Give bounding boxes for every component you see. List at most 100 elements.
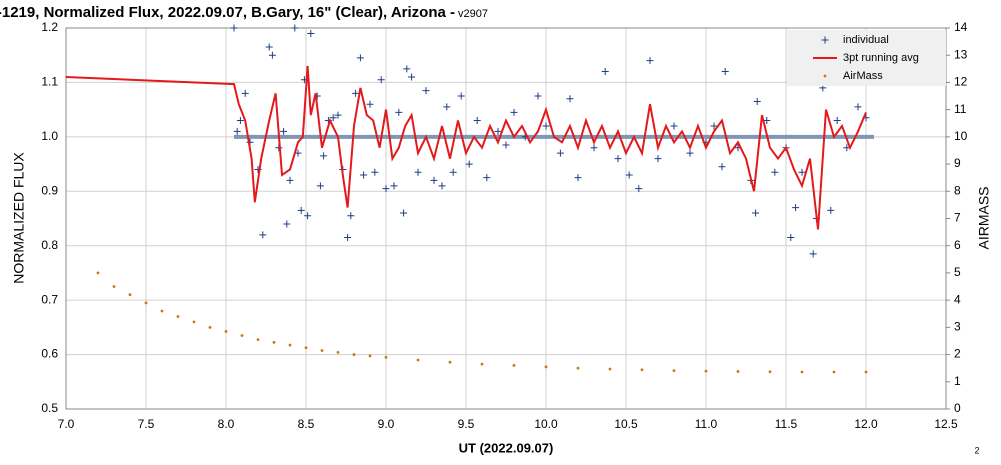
y-tick-label: 0.8 xyxy=(41,238,58,252)
x-tick-label: 12.0 xyxy=(854,417,878,431)
data-point xyxy=(494,127,502,135)
airmass-point xyxy=(416,358,420,362)
x-axis-label: UT (2022.09.07) xyxy=(459,440,554,455)
data-point xyxy=(360,171,368,179)
data-point xyxy=(752,209,760,217)
data-point xyxy=(438,182,446,190)
data-point xyxy=(241,89,249,97)
x-tick-label: 10.0 xyxy=(534,417,558,431)
data-point xyxy=(443,103,451,111)
x-tick-label: 7.5 xyxy=(138,417,155,431)
y-tick-label: 0.9 xyxy=(41,183,58,197)
data-point xyxy=(334,111,342,119)
data-point xyxy=(395,108,403,116)
data-point xyxy=(566,95,574,103)
airmass-point xyxy=(272,340,276,344)
data-point xyxy=(792,204,800,212)
legend-swatch xyxy=(821,36,829,44)
data-point xyxy=(686,149,694,157)
data-point xyxy=(646,57,654,65)
data-point xyxy=(827,206,835,214)
y-tick-label: 0.7 xyxy=(41,292,58,306)
data-point xyxy=(329,114,337,122)
data-point xyxy=(344,234,352,242)
x-tick-label: 10.5 xyxy=(614,417,638,431)
airmass-point xyxy=(768,370,772,374)
y2-tick-label: 9 xyxy=(954,156,961,170)
data-point xyxy=(625,171,633,179)
airmass-point xyxy=(576,366,580,370)
airmass-point xyxy=(128,293,132,297)
data-point xyxy=(280,127,288,135)
data-point xyxy=(371,168,379,176)
y2-tick-label: 14 xyxy=(954,20,968,34)
data-point xyxy=(590,144,598,152)
airmass-point xyxy=(192,320,196,324)
x-tick-label: 12.5 xyxy=(934,417,958,431)
y2-tick-label: 10 xyxy=(954,129,968,143)
x-tick-label: 7.0 xyxy=(58,417,75,431)
data-point xyxy=(473,117,481,125)
data-point xyxy=(718,163,726,171)
y2-axis-label: AIRMASS xyxy=(976,186,992,249)
data-point xyxy=(721,68,729,76)
data-point xyxy=(654,155,662,163)
legend-label: individual xyxy=(843,34,889,46)
plot-frame xyxy=(65,27,947,410)
data-point xyxy=(366,100,374,108)
y2-tick-label: 12 xyxy=(954,75,968,89)
data-point xyxy=(291,24,299,32)
data-point xyxy=(265,43,273,51)
airmass-point xyxy=(144,301,148,305)
airmass-point xyxy=(640,368,644,372)
airmass-point xyxy=(704,369,708,373)
legend-label: AirMass xyxy=(843,70,883,82)
y-axis-label: NORMALIZED FLUX xyxy=(11,152,27,284)
x-tick-label: 11.5 xyxy=(775,417,798,431)
data-point xyxy=(574,174,582,182)
data-point xyxy=(510,108,518,116)
data-point xyxy=(347,212,355,220)
airmass-point xyxy=(176,315,180,318)
data-point xyxy=(377,76,385,84)
y2-tick-label: 1 xyxy=(954,374,961,388)
data-point xyxy=(320,152,328,160)
y2-tick-label: 11 xyxy=(954,102,967,116)
airmass-point xyxy=(208,325,212,329)
chart-subtitle: v2907 xyxy=(458,8,488,20)
data-point xyxy=(304,212,312,220)
data-point xyxy=(465,160,473,168)
legend-label: 3pt running avg xyxy=(843,52,919,64)
airmass-point xyxy=(304,346,308,350)
data-point xyxy=(798,168,806,176)
data-point xyxy=(430,176,438,184)
x-tick-label: 9.5 xyxy=(458,417,475,431)
y2-tick-label: 0 xyxy=(954,401,961,415)
airmass-point xyxy=(224,330,228,333)
x-tick-label: 9.0 xyxy=(378,417,395,431)
x-tick-label: 8.5 xyxy=(298,417,315,431)
airmass-point xyxy=(288,343,292,347)
airmass-point xyxy=(384,355,388,359)
y2-tick-label: 3 xyxy=(954,320,961,334)
airmass-point xyxy=(480,362,484,366)
data-point xyxy=(771,168,779,176)
y2-tick-label: 7 xyxy=(954,211,961,225)
data-point xyxy=(854,103,862,111)
data-point xyxy=(382,185,390,193)
y2-tick-label: 4 xyxy=(954,292,961,306)
y2-tick-label: 2 xyxy=(954,347,961,361)
data-point xyxy=(635,185,643,193)
data-point xyxy=(422,87,430,95)
y2-tick-label: 5 xyxy=(954,265,961,279)
x-tick-label: 8.0 xyxy=(218,417,235,431)
data-point xyxy=(787,234,795,242)
data-point xyxy=(763,117,771,125)
data-point xyxy=(352,89,360,97)
data-point xyxy=(753,97,761,105)
data-point xyxy=(449,168,457,176)
x-tick-label: 11.0 xyxy=(695,417,718,431)
data-point xyxy=(457,92,465,100)
airmass-point xyxy=(512,364,516,367)
